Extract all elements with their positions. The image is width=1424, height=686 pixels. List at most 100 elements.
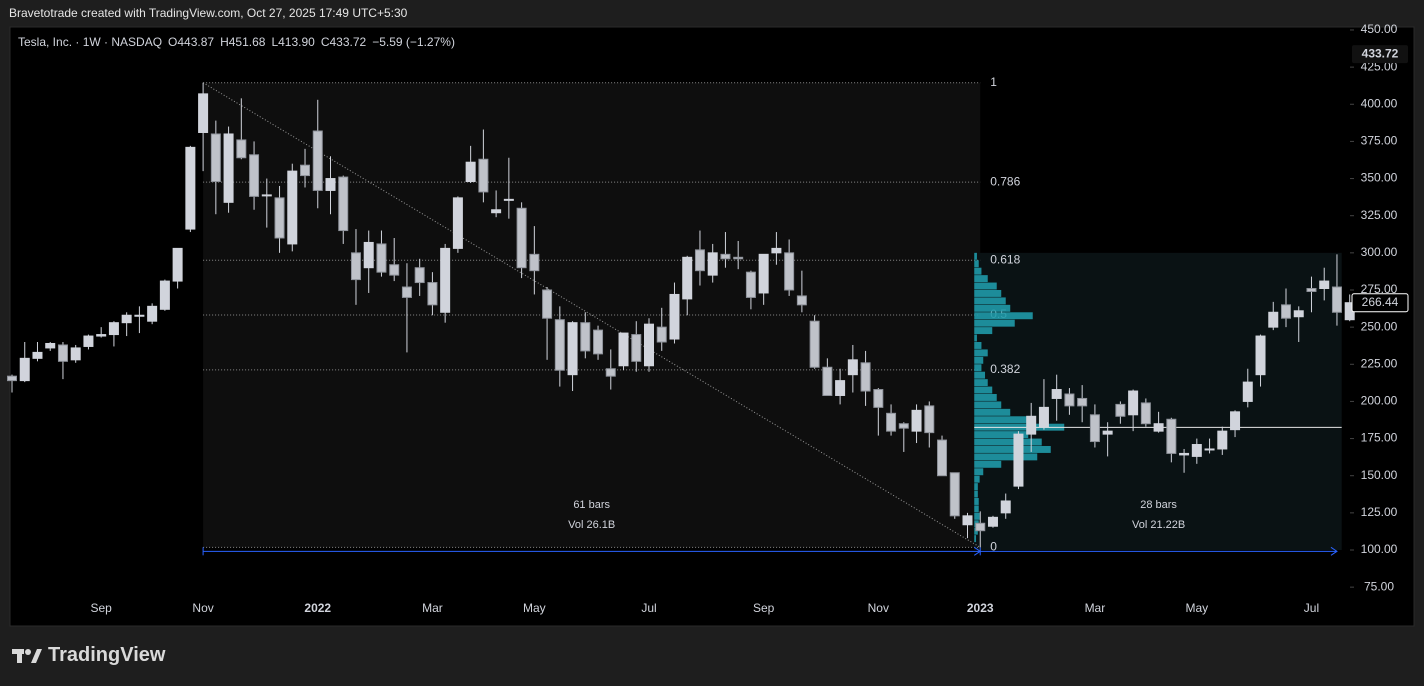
y-tick-label: 175.00 bbox=[1361, 431, 1398, 445]
candle-body bbox=[618, 332, 629, 367]
candle-body bbox=[1013, 433, 1024, 487]
candle-body bbox=[949, 472, 960, 517]
candle-body bbox=[159, 280, 170, 310]
x-tick-label: 2023 bbox=[967, 601, 994, 615]
candle-body bbox=[1153, 423, 1164, 432]
profile-bar bbox=[974, 416, 1033, 424]
last-price-label: 266.44 bbox=[1362, 295, 1399, 309]
x-tick-label: Nov bbox=[868, 601, 889, 615]
candle-body bbox=[554, 319, 565, 371]
y-tick-label: 375.00 bbox=[1361, 134, 1398, 148]
profile-bar bbox=[974, 379, 988, 387]
candle-body bbox=[809, 320, 820, 368]
candle-body bbox=[669, 293, 680, 340]
candle-body bbox=[542, 289, 553, 319]
profile-bar bbox=[974, 297, 1006, 305]
candle-body bbox=[1140, 402, 1151, 425]
candle-body bbox=[720, 253, 731, 260]
profile-bar bbox=[974, 512, 980, 520]
profile-bar bbox=[974, 401, 1002, 409]
candle-body bbox=[1293, 310, 1304, 318]
profile-bar bbox=[974, 319, 1015, 327]
profile-bar bbox=[974, 498, 979, 505]
current-price-box bbox=[1352, 45, 1408, 64]
candle-body bbox=[835, 380, 846, 396]
candle-body bbox=[1102, 430, 1113, 435]
range-bars: 28 bars bbox=[1140, 499, 1177, 511]
profile-bar bbox=[974, 475, 980, 483]
profile-bar bbox=[974, 393, 997, 401]
y-tick-label: 75.00 bbox=[1364, 579, 1394, 593]
candle-body bbox=[605, 368, 616, 377]
candle-body bbox=[1268, 311, 1279, 328]
candle-body bbox=[452, 197, 463, 249]
candle-body bbox=[631, 334, 642, 362]
credit: Bravetotrade created with TradingView.co… bbox=[9, 6, 408, 20]
profile-bar bbox=[974, 386, 993, 394]
candle-body bbox=[847, 359, 858, 376]
profile-bar bbox=[974, 490, 978, 498]
x-tick-label: Mar bbox=[1085, 601, 1106, 615]
candle-body bbox=[440, 247, 451, 313]
candle-body bbox=[414, 267, 425, 284]
y-tick-label: 350.00 bbox=[1361, 171, 1398, 185]
candle-body bbox=[1255, 335, 1266, 376]
y-tick-label: 100.00 bbox=[1361, 542, 1398, 556]
candle-body bbox=[57, 344, 68, 362]
candle-body bbox=[593, 329, 604, 355]
profile-area bbox=[974, 252, 1342, 551]
fib-label: 0 bbox=[990, 539, 997, 553]
candle-body bbox=[644, 323, 654, 367]
candle-body bbox=[325, 178, 336, 191]
candle-body bbox=[682, 256, 693, 300]
quote-item: L413.90 bbox=[271, 35, 315, 49]
candle-body bbox=[363, 241, 374, 269]
candle-body bbox=[172, 247, 183, 282]
x-tick-label: Sep bbox=[753, 601, 775, 615]
candle-body bbox=[1331, 286, 1342, 313]
x-tick-label: Jul bbox=[641, 601, 656, 615]
x-tick-label: May bbox=[1185, 601, 1208, 615]
profile-bar bbox=[974, 371, 986, 379]
candle-body bbox=[567, 322, 578, 376]
profile-bar bbox=[974, 260, 979, 268]
candle-body bbox=[312, 130, 323, 191]
candle-body bbox=[1115, 403, 1126, 417]
candle-body bbox=[185, 146, 196, 230]
candle-body bbox=[1064, 393, 1075, 407]
candle-body bbox=[261, 194, 272, 197]
y-tick-label: 250.00 bbox=[1361, 319, 1398, 333]
candle-body bbox=[249, 154, 260, 197]
fib-label: 0.786 bbox=[990, 174, 1020, 188]
candle-body bbox=[1089, 414, 1100, 443]
profile-bar bbox=[974, 438, 1042, 446]
profile-bar bbox=[974, 327, 993, 335]
candle-body bbox=[1026, 415, 1037, 435]
profile-bar bbox=[974, 312, 1033, 320]
candle-body bbox=[796, 295, 807, 306]
y-tick-label: 450.00 bbox=[1361, 22, 1398, 36]
candle-body bbox=[1179, 452, 1190, 456]
profile-bar bbox=[974, 334, 977, 342]
candle-body bbox=[134, 314, 145, 317]
current-price-label: 433.72 bbox=[1362, 46, 1399, 60]
profile-bar bbox=[974, 267, 982, 275]
candle-body bbox=[427, 282, 438, 306]
profile-bar bbox=[974, 483, 978, 491]
profile-bar bbox=[974, 460, 1002, 468]
candle-body bbox=[962, 515, 973, 526]
candle-body bbox=[1319, 280, 1330, 290]
candle-body bbox=[873, 389, 884, 408]
candle-body bbox=[147, 305, 158, 322]
y-tick-label: 400.00 bbox=[1361, 96, 1398, 110]
candle-body bbox=[1217, 430, 1228, 450]
quote-item: H451.68 bbox=[220, 35, 266, 49]
candle-body bbox=[733, 256, 744, 260]
candle-body bbox=[465, 161, 476, 183]
candle-body bbox=[503, 198, 514, 201]
candle-body bbox=[1306, 288, 1317, 292]
profile-bar bbox=[974, 431, 1029, 439]
profile-bar bbox=[974, 252, 977, 260]
candle-body bbox=[784, 252, 795, 291]
